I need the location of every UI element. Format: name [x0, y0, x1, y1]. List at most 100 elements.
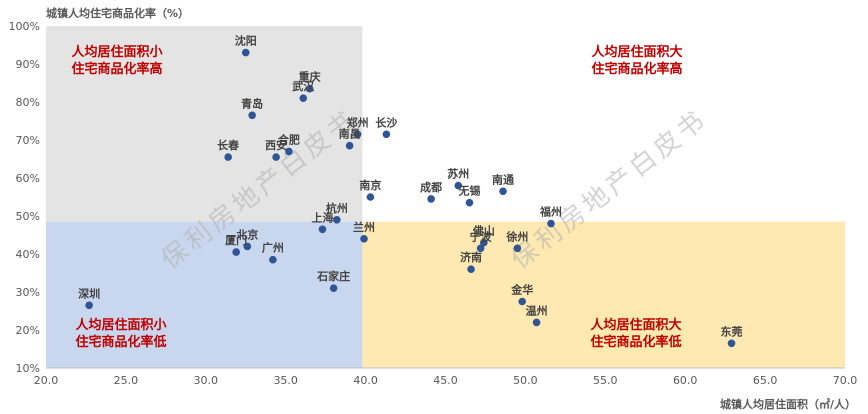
quadrant-bottom-left — [46, 221, 363, 368]
data-point-label: 南京 — [359, 178, 381, 192]
data-point-label: 无锡 — [457, 184, 480, 198]
data-point-label: 上海 — [311, 210, 333, 224]
data-point — [480, 238, 488, 247]
data-point — [243, 242, 252, 251]
data-point-label: 长春 — [217, 138, 240, 152]
quadrant-label-top-right: 住宅商品化率高 — [591, 61, 682, 77]
data-point — [232, 248, 240, 256]
data-point — [547, 219, 555, 228]
data-point-label: 温州 — [526, 303, 548, 317]
data-point-label: 金华 — [510, 283, 533, 297]
x-tick-label: 40.0 — [353, 374, 378, 387]
data-point — [269, 255, 277, 264]
data-point-label: 武汉 — [292, 79, 315, 93]
data-point — [513, 244, 522, 253]
data-point-label: 杭州 — [326, 201, 348, 215]
data-point-label: 沈阳 — [235, 34, 257, 48]
data-point-label: 兰州 — [353, 220, 375, 234]
data-point — [353, 130, 362, 139]
data-point — [318, 225, 327, 234]
y-tick-label: 90% — [16, 58, 40, 71]
quadrant-backgrounds — [46, 26, 845, 368]
y-tick-label: 70% — [16, 134, 40, 147]
data-point-label: 宁波 — [470, 229, 493, 243]
quadrant-bottom-right — [362, 221, 845, 368]
y-tick-label: 40% — [16, 248, 40, 261]
data-point-label: 合肥 — [278, 132, 300, 146]
x-tick-label: 30.0 — [194, 374, 219, 387]
data-point — [465, 198, 474, 207]
x-tick-label: 55.0 — [593, 374, 618, 387]
data-point — [476, 244, 485, 253]
data-point-label: 重庆 — [299, 70, 321, 84]
axis-ticks: 20.0 25.0 30.0 35.0 40.0 45.0 50.0 55.0 60.0 65.0… — [9, 20, 858, 387]
quadrant-label-top-left: 住宅商品化率高 — [71, 61, 162, 77]
data-point — [299, 94, 308, 102]
data-point — [427, 195, 435, 203]
quadrant-top-left — [46, 26, 363, 222]
data-point-label: 北京 — [236, 227, 258, 241]
data-point — [85, 301, 93, 310]
data-point — [248, 111, 256, 120]
x-tick-label: 65.0 — [753, 374, 778, 387]
data-point-label: 郑州 — [347, 115, 369, 129]
data-point — [241, 48, 250, 57]
x-tick-label: 70.0 — [833, 374, 858, 387]
x-tick-label: 25.0 — [114, 374, 139, 387]
y-tick-label: 100% — [9, 20, 40, 33]
data-point-label: 深圳 — [78, 286, 100, 300]
y-tick-label: 60% — [16, 172, 40, 185]
y-tick-label: 30% — [16, 286, 40, 299]
x-tick-label: 60.0 — [673, 374, 698, 387]
y-tick-label: 10% — [16, 362, 40, 375]
data-point — [360, 235, 368, 243]
data-point — [224, 153, 232, 161]
quadrant-labels: 人均居住面积小住宅商品化率高人均居住面积大住宅商品化率高人均居住面积小住宅商品化… — [71, 44, 682, 350]
data-point-label: 石家庄 — [316, 269, 350, 283]
quadrant-label-bottom-left: 住宅商品化率低 — [75, 334, 166, 350]
data-point — [333, 216, 341, 224]
x-tick-label: 20.0 — [34, 374, 59, 387]
data-point-label: 苏州 — [447, 167, 469, 181]
y-tick-label: 20% — [16, 324, 40, 337]
data-point — [454, 181, 463, 190]
data-point-label: 长沙 — [375, 115, 397, 129]
data-point — [285, 147, 293, 156]
quadrant-label-top-right: 人均居住面积大 — [591, 44, 682, 60]
data-point — [345, 141, 354, 150]
data-point-label: 东莞 — [721, 324, 743, 338]
data-point — [499, 187, 507, 196]
data-point-label: 南昌 — [339, 127, 361, 141]
data-point-label: 西安 — [265, 138, 287, 152]
quadrant-label-top-left: 人均居住面积小 — [71, 44, 162, 60]
data-point — [518, 297, 527, 306]
x-tick-label: 45.0 — [433, 374, 458, 387]
data-point — [329, 284, 338, 293]
data-point — [272, 153, 280, 161]
x-tick-label: 50.0 — [513, 374, 538, 387]
x-axis-title: 城镇人均居住面积（㎡/人） — [720, 397, 856, 411]
data-point-label: 福州 — [539, 205, 562, 219]
y-axis-title: 城镇人均住宅商品化率（%） — [46, 6, 189, 20]
data-point-label: 厦门 — [225, 233, 247, 247]
data-point-label: 南通 — [492, 172, 514, 186]
quadrant-label-bottom-left: 人均居住面积小 — [75, 317, 166, 333]
data-point-label: 徐州 — [505, 229, 528, 243]
data-point-label: 成都 — [420, 180, 442, 194]
data-point-label: 广州 — [262, 241, 284, 255]
y-tick-label: 50% — [16, 210, 40, 223]
data-point — [727, 339, 736, 348]
data-point — [382, 130, 391, 139]
data-point — [532, 318, 541, 327]
y-tick-label: 80% — [16, 96, 40, 109]
data-point — [467, 265, 475, 274]
x-tick-label: 35.0 — [273, 374, 298, 387]
data-point-label: 佛山 — [472, 224, 495, 238]
quadrant-label-bottom-right: 住宅商品化率低 — [590, 334, 681, 350]
quadrant-label-bottom-right: 人均居住面积大 — [590, 317, 681, 333]
data-point-label: 青岛 — [241, 96, 263, 110]
data-point — [366, 193, 375, 201]
data-point-label: 济南 — [460, 250, 482, 264]
